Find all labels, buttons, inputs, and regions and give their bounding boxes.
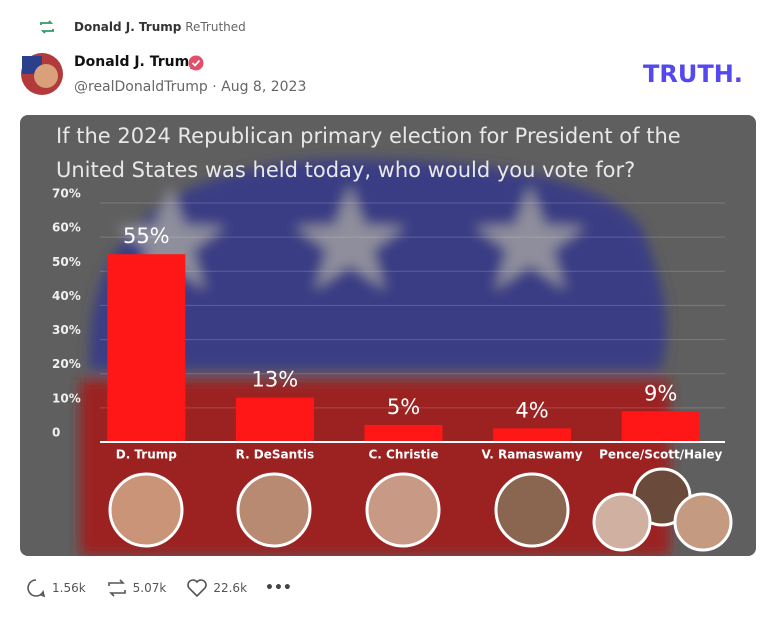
value-label: 5%: [387, 395, 420, 419]
reply-icon[interactable]: [26, 578, 46, 598]
y-tick-label: 70%: [52, 187, 81, 201]
y-tick-label: 10%: [52, 391, 81, 405]
y-tick-label: 50%: [52, 255, 81, 269]
retruth-button[interactable]: [106, 578, 128, 598]
retruth-label: ReTruthed: [185, 20, 246, 34]
author-name[interactable]: Donald J. Trump: [74, 54, 200, 70]
y-tick-label: 20%: [52, 357, 81, 371]
y-tick-label: 60%: [52, 221, 81, 235]
value-label: 13%: [252, 368, 299, 392]
more-button[interactable]: •••: [265, 580, 292, 596]
chart-image[interactable]: If the 2024 Republican primary election …: [20, 115, 756, 556]
value-label: 4%: [515, 398, 548, 422]
retruth-icon: [40, 20, 54, 34]
author-meta: @realDonaldTrump · Aug 8, 2023: [74, 79, 307, 95]
x-tick-label: V. Ramaswamy: [482, 448, 583, 462]
y-tick-label: 0: [52, 426, 60, 440]
retruth-user[interactable]: Donald J. Trump: [74, 20, 182, 34]
like-icon[interactable]: [186, 578, 208, 598]
bar: [621, 411, 700, 442]
retruth-row: Donald J. Trump ReTruthed: [74, 20, 246, 34]
reply-count: 1.56k: [52, 581, 86, 595]
x-tick-label: Pence/Scott/Haley: [599, 448, 722, 462]
x-tick-label: D. Trump: [116, 448, 178, 462]
value-label: 9%: [644, 381, 677, 405]
bar: [364, 424, 443, 442]
bar: [493, 428, 572, 442]
x-tick-label: C. Christie: [368, 448, 438, 462]
brand-logo[interactable]: TRUTH.: [643, 60, 743, 88]
x-tick-label: R. DeSantis: [236, 448, 315, 462]
like-count: 22.6k: [213, 581, 248, 595]
bar: [107, 254, 186, 442]
verified-badge: [188, 55, 204, 71]
bar: [235, 397, 314, 442]
avatar[interactable]: [20, 52, 64, 96]
candidate-photos: [108, 467, 733, 552]
author-handle[interactable]: @realDonaldTrump: [74, 79, 208, 95]
value-label: 55%: [123, 224, 170, 248]
retruth-count: 5.07k: [132, 581, 167, 595]
y-tick-label: 40%: [52, 289, 81, 303]
action-bar: 1.56k 5.07k 22.6k •••: [26, 578, 292, 598]
chart-title: If the 2024 Republican primary election …: [56, 124, 681, 182]
post-date[interactable]: Aug 8, 2023: [221, 79, 307, 95]
y-tick-label: 30%: [52, 323, 81, 337]
